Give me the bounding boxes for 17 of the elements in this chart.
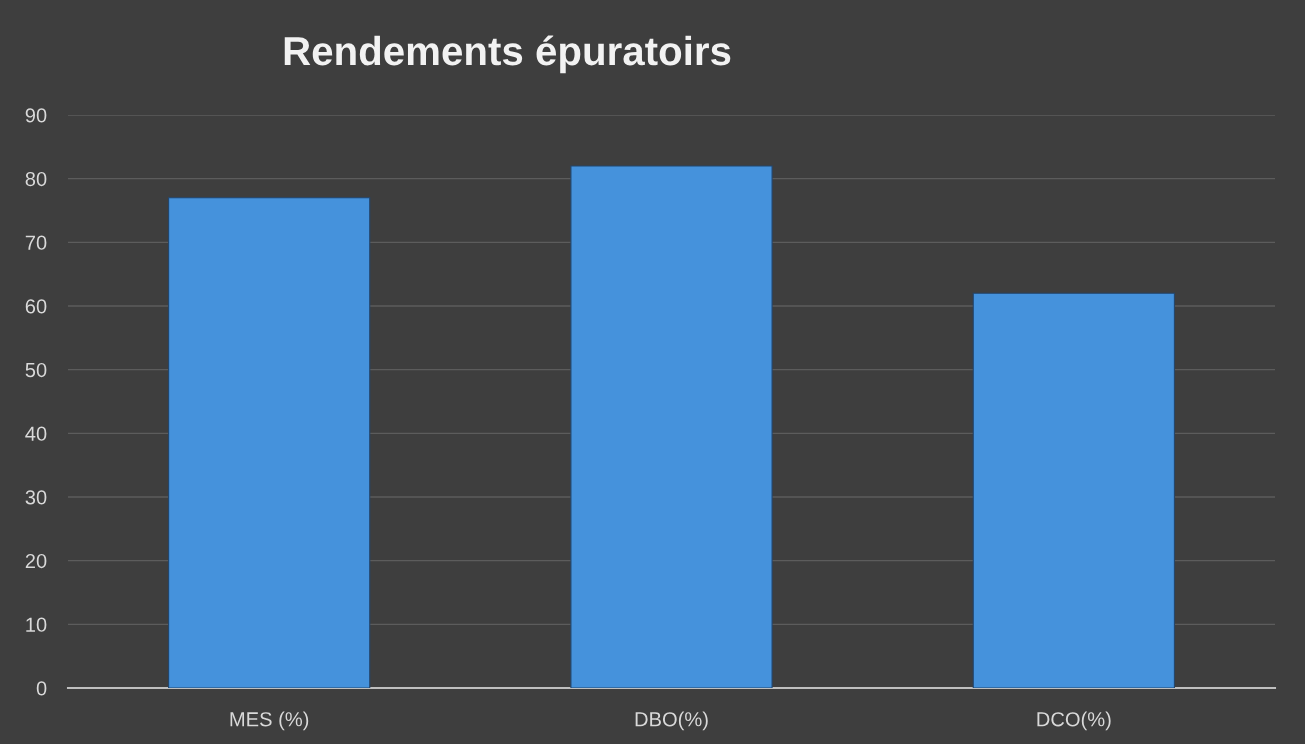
y-tick-label: 40 [25,426,47,441]
y-tick-label: 10 [26,617,47,632]
y-tick-label: 0 [36,681,47,696]
bar [168,197,371,688]
y-tick-label: 80 [25,171,47,187]
y-tick-label: 20 [25,553,47,569]
x-tick-label: MES (%) [230,711,309,731]
y-tick-label: 70 [25,235,47,250]
chart-title: Rendements épuratoirs [284,35,731,74]
y-tick-label: 90 [25,108,47,123]
bar [570,165,773,688]
y-tick-label: 60 [25,299,47,314]
bar [972,292,1175,688]
y-tick-label: 50 [25,362,47,378]
y-tick-label: 30 [25,490,47,505]
x-tick-label: DCO(%) [1037,711,1111,731]
x-tick-label: DBO(%) [635,711,708,731]
